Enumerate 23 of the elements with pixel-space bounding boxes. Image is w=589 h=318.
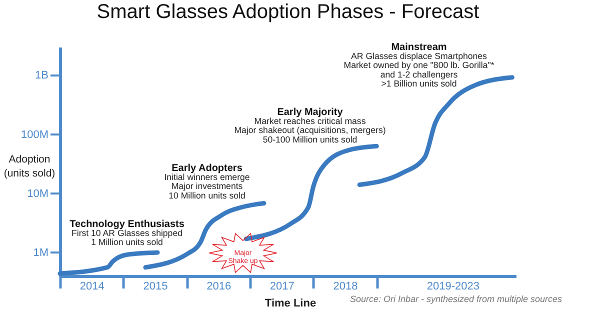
x-tick-label: 2016 [206,280,232,292]
y-tick-label: 10M [27,188,48,200]
x-tick-label: 2018 [333,280,358,292]
x-tick-label: 2015 [143,280,168,292]
annotation: Initial winners emerge Major investments 10 Million units sold [164,172,250,200]
line-series [58,250,160,276]
y-tick-label: 100M [20,128,48,141]
annotation: Mainstream [391,42,447,53]
annotation: Early Majority [277,107,344,118]
annotation: AR Glasses displace Smartphones Market owned by one "800 lb. Gorilla"* and 1-2 challengers >1 Billion units sold [344,51,495,89]
y-tick-label: 1B [35,70,48,82]
x-axis-title: Time Line [264,298,316,310]
annotation: Market reaches critical mass Major shakeout (acquisitions, mergers) 50-100 Million units sold [234,116,386,144]
y-axis-title: Adoption (units sold) [4,154,56,180]
x-tick-label: 2017 [270,280,294,292]
source-note: Source: Ori Inbar - synthesized from multiple sources [350,294,563,304]
annotation: Early Adopters [172,163,243,174]
chart-title: Smart Glasses Adoption Phases - Forecast [96,1,480,23]
x-tick-label: 2019-2023 [426,280,480,292]
annotation: Technology Enthusiasts [70,219,185,230]
y-tick-label: 1M [33,246,48,259]
annotation: First 10 AR Glasses shipped 1 Million units sold [72,228,183,248]
x-tick-label: 2014 [80,280,104,292]
